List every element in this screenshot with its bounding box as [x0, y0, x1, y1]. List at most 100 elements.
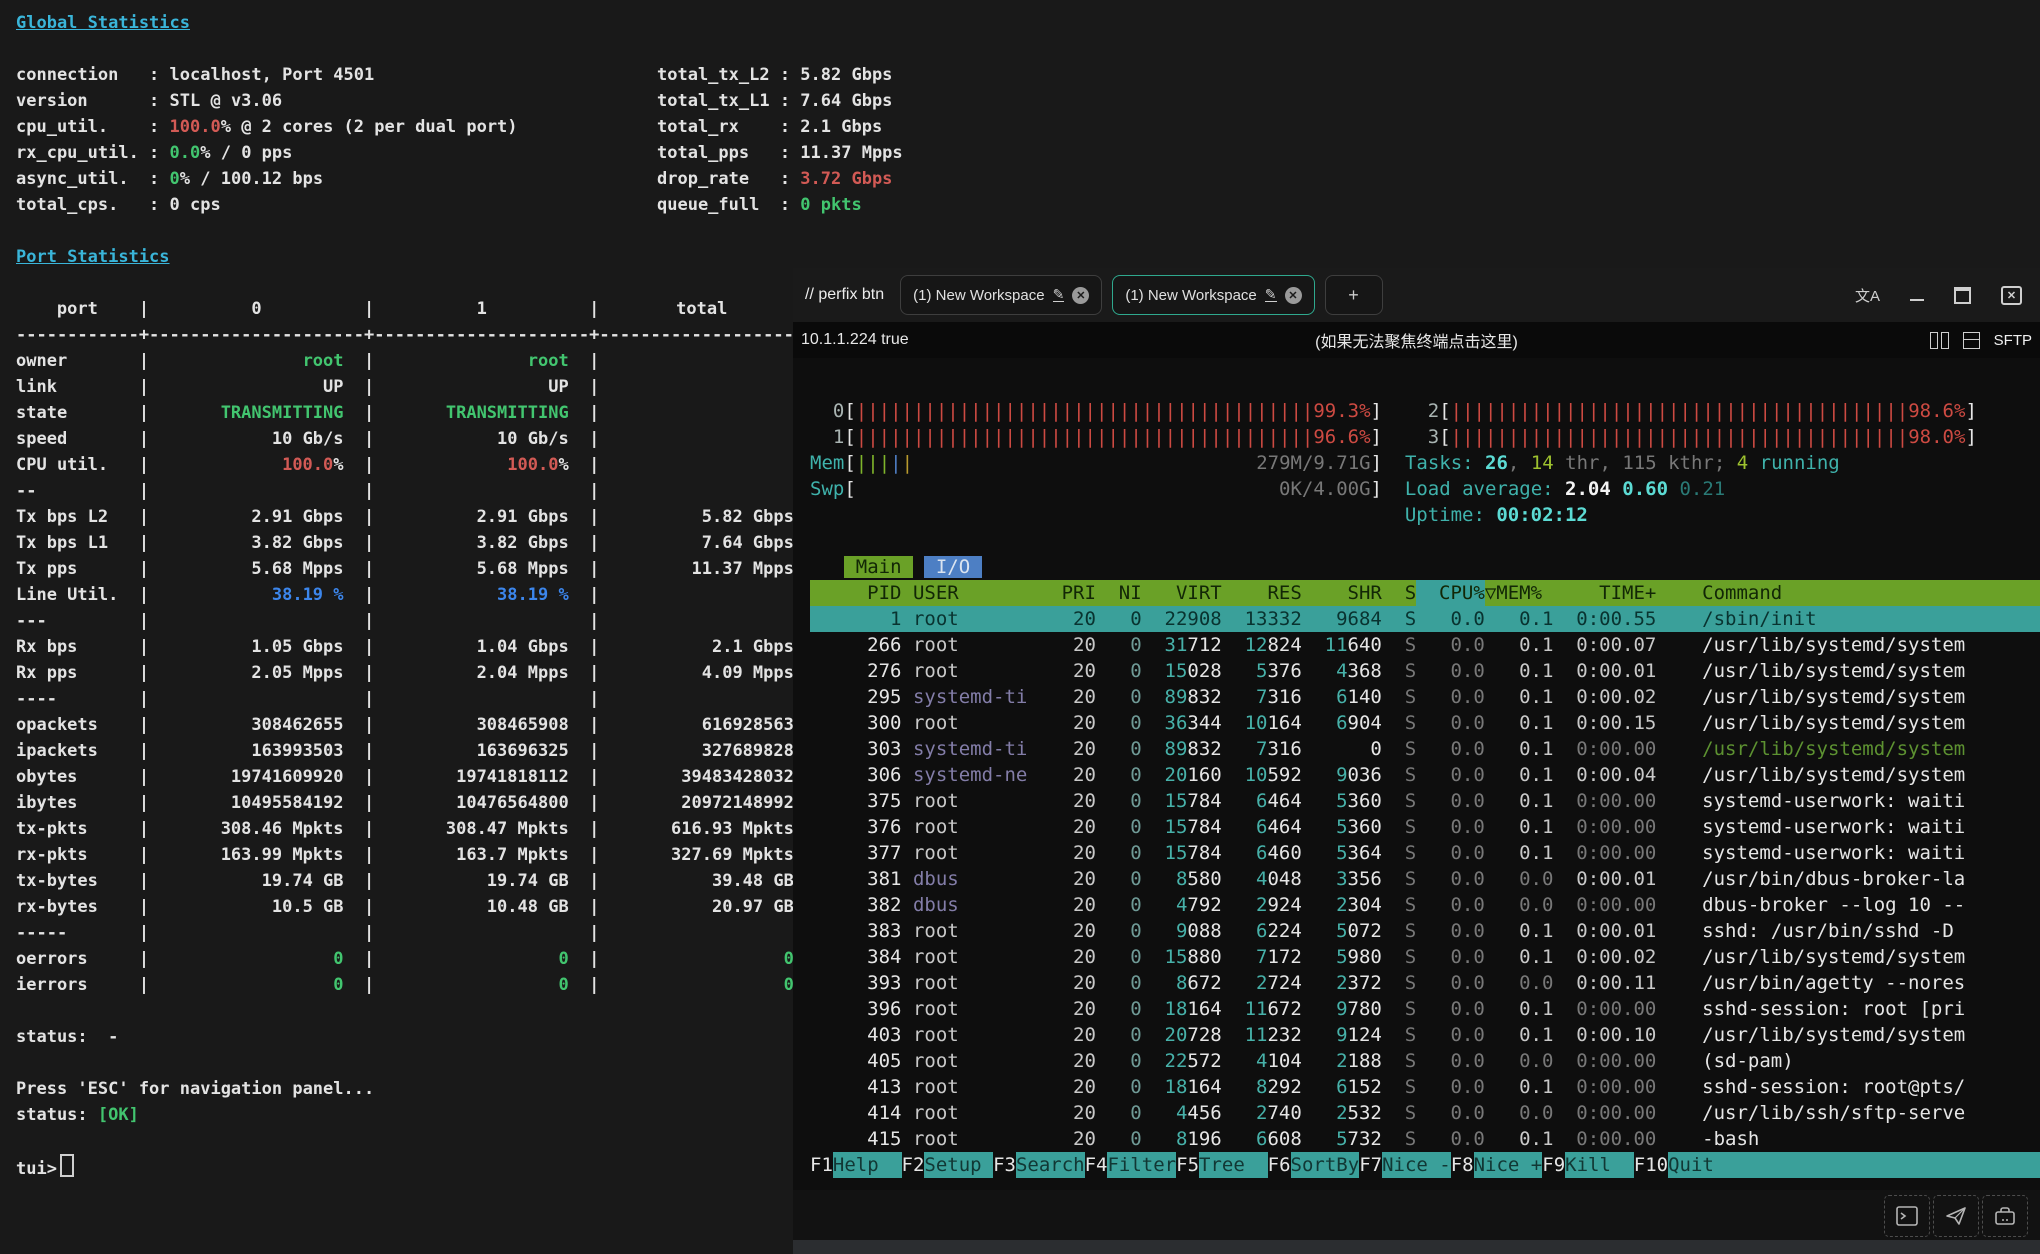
tui-line	[16, 218, 804, 244]
language-icon[interactable]: 文A	[1855, 285, 1880, 306]
tui-line	[16, 36, 804, 62]
process-row[interactable]: 403 root20020728112329124S0.00.10:00.10/…	[810, 1022, 2040, 1048]
tui-line	[16, 998, 804, 1024]
htop-tab-main[interactable]: Main	[844, 556, 913, 578]
process-row[interactable]: 393 root200867227242372S0.00.00:00.11/us…	[810, 970, 2040, 996]
workspace-tabs: (1) New Workspace✎✕(1) New Workspace✎✕	[900, 275, 1324, 315]
tui-line: opackets |308462655 |308465908 |61692856…	[16, 712, 804, 738]
process-row[interactable]: 376 root2001578464645360S0.00.10:00.00sy…	[810, 814, 2040, 840]
tui-line	[16, 1128, 804, 1154]
process-row[interactable]: 396 root20018164116729780S0.00.10:00.00s…	[810, 996, 2040, 1022]
close-icon[interactable]: ✕	[2001, 286, 2022, 305]
terminal-panel-button[interactable]	[1884, 1195, 1930, 1237]
process-row[interactable]: 303 systemd-ti2008983273160S0.00.10:00.0…	[810, 736, 2040, 762]
tui-line: ----- | | |	[16, 920, 804, 946]
tui-line: --- | | |	[16, 608, 804, 634]
htop-line: Main I/O	[810, 554, 2040, 580]
tui-line: rx-bytes |10.5 GB |10.48 GB |20.97 GB	[16, 894, 804, 920]
sftp-button[interactable]: SFTP	[1994, 332, 2032, 349]
maximize-icon[interactable]	[1954, 287, 1971, 304]
process-row[interactable]: 266 root200317121282411640S0.00.10:00.07…	[810, 632, 2040, 658]
tui-line: Tx pps |5.68 Mpps |5.68 Mpps |11.37 Mpps	[16, 556, 804, 582]
process-row[interactable]: 414 root200445627402532S0.00.00:00.00/us…	[810, 1100, 2040, 1126]
rename-tab-icon[interactable]: ✎	[1053, 288, 1065, 302]
terminal-window: // perfix btn (1) New Workspace✎✕(1) New…	[793, 268, 2040, 1254]
minimize-icon[interactable]	[1910, 299, 1924, 301]
fkey-F4[interactable]: F4Filter	[1085, 1152, 1177, 1178]
tui-line: total_tx_L1 : 7.64 Gbps	[657, 88, 903, 114]
tui-line: port|0|1|total	[16, 296, 804, 322]
fkey-F3[interactable]: F3Search	[993, 1152, 1085, 1178]
terminal-content-htop: 0[||||||||||||||||||||||||||||||||||||||…	[793, 358, 2040, 1190]
trex-console-pane: Global Statisticsconnection : localhost,…	[0, 0, 793, 1254]
fkey-F2[interactable]: F2Setup	[902, 1152, 994, 1178]
process-row[interactable]: 300 root20036344101646904S0.00.10:00.15/…	[810, 710, 2040, 736]
htop-tab-io[interactable]: I/O	[924, 556, 981, 578]
tui-line: queue_full : 0 pkts	[657, 192, 903, 218]
prefix-button-label: // perfix btn	[805, 286, 884, 304]
tui-line: Tx bps L2 |2.91 Gbps |2.91 Gbps |5.82 Gb…	[16, 504, 804, 530]
tui-line: owner |root |root |	[16, 348, 804, 374]
process-row[interactable]: 295 systemd-ti2008983273166140S0.00.10:0…	[810, 684, 2040, 710]
tui-line: Global Statistics	[16, 10, 804, 36]
tui-line: state |TRANSMITTING |TRANSMITTING |	[16, 400, 804, 426]
close-tab-icon[interactable]: ✕	[1072, 287, 1089, 304]
process-row[interactable]: 405 root2002257241042188S0.00.00:00.00(s…	[810, 1048, 2040, 1074]
tui-line: link |UP |UP |	[16, 374, 804, 400]
tui-line: Line Util. |38.19 % |38.19 % |	[16, 582, 804, 608]
htop-header-row[interactable]: PID USERPRINIVIRTRESSHRSCPU%▽MEM%TIME+Co…	[810, 580, 2040, 606]
terminal-footer	[793, 1190, 2040, 1240]
htop-line	[810, 528, 2040, 554]
focus-hint-label[interactable]: (如果无法聚焦终端点击这里)	[793, 328, 2040, 352]
terminal-tab-bar: // perfix btn (1) New Workspace✎✕(1) New…	[793, 268, 2040, 322]
fkey-F8[interactable]: F8Nice +	[1451, 1152, 1543, 1178]
fkey-F5[interactable]: F5Tree	[1176, 1152, 1268, 1178]
workspace-tab[interactable]: (1) New Workspace✎✕	[900, 275, 1102, 315]
htop-line: 0[||||||||||||||||||||||||||||||||||||||…	[810, 398, 2040, 424]
tui-line: speed |10 Gb/s |10 Gb/s |	[16, 426, 804, 452]
rename-tab-icon[interactable]: ✎	[1265, 288, 1277, 302]
send-button[interactable]	[1933, 1195, 1979, 1237]
tui-line: Press 'ESC' for navigation panel...	[16, 1076, 804, 1102]
process-row[interactable]: 383 root200908862245072S0.00.10:00.01ssh…	[810, 918, 2040, 944]
process-row[interactable]: 276 root2001502853764368S0.00.10:00.01/u…	[810, 658, 2040, 684]
process-row[interactable]: 384 root2001588071725980S0.00.10:00.02/u…	[810, 944, 2040, 970]
add-workspace-button[interactable]: +	[1325, 275, 1383, 315]
window-controls: 文A ✕	[1855, 285, 2022, 306]
bottom-strip	[793, 1240, 2040, 1254]
split-columns-icon[interactable]	[1930, 332, 1949, 349]
tui-line	[16, 270, 804, 296]
process-row[interactable]: 381 dbus200858040483356S0.00.00:00.01/us…	[810, 866, 2040, 892]
tui-line: Rx bps |1.05 Gbps |1.04 Gbps |2.1 Gbps	[16, 634, 804, 660]
tui-line: Rx pps |2.05 Mpps |2.04 Mpps |4.09 Mpps	[16, 660, 804, 686]
close-tab-icon[interactable]: ✕	[1285, 287, 1302, 304]
fkey-F7[interactable]: F7Nice -	[1359, 1152, 1451, 1178]
fkey-F6[interactable]: F6SortBy	[1268, 1152, 1360, 1178]
tui-line: ---- | | |	[16, 686, 804, 712]
process-row[interactable]: 1 root20022908133329684S0.00.10:00.55/sb…	[810, 606, 2040, 632]
workspace-tab-active[interactable]: (1) New Workspace✎✕	[1112, 275, 1314, 315]
tui-line: ipackets |163993503 |163696325 |32768982…	[16, 738, 804, 764]
tui-line: Port Statistics	[16, 244, 804, 270]
process-row[interactable]: 375 root2001578464645360S0.00.10:00.00sy…	[810, 788, 2040, 814]
process-row[interactable]: 413 root2001816482926152S0.00.10:00.00ss…	[810, 1074, 2040, 1100]
process-row[interactable]: 415 root200819666085732S0.00.10:00.00-ba…	[810, 1126, 2040, 1152]
fkey-F9[interactable]: F9Kill	[1542, 1152, 1634, 1178]
process-row[interactable]: 377 root2001578464605364S0.00.10:00.00sy…	[810, 840, 2040, 866]
text-cursor[interactable]	[60, 1154, 74, 1177]
tui-line: oerrors |0 |0 |0	[16, 946, 804, 972]
toolbox-icon	[1994, 1206, 2016, 1226]
tui-line: -- | | |	[16, 478, 804, 504]
tui-line: Tx bps L1 |3.82 Gbps |3.82 Gbps |7.64 Gb…	[16, 530, 804, 556]
tui-line: tx-pkts |308.46 Mpkts |308.47 Mpkts |616…	[16, 816, 804, 842]
process-row[interactable]: 382 dbus200479229242304S0.00.00:00.00dbu…	[810, 892, 2040, 918]
split-rows-icon[interactable]	[1963, 332, 1980, 349]
fkey-F1[interactable]: F1Help	[810, 1152, 902, 1178]
process-row[interactable]: 306 systemd-ne20020160105929036S0.00.10:…	[810, 762, 2040, 788]
toolbox-button[interactable]	[1982, 1195, 2028, 1237]
global-stats-right-column: total_tx_L2 : 5.82 Gbpstotal_tx_L1 : 7.6…	[657, 62, 903, 218]
fkey-F10[interactable]: F10Quit	[1634, 1152, 2040, 1178]
paper-plane-icon	[1945, 1206, 1967, 1226]
tui-line: tui>	[16, 1154, 804, 1180]
tui-line	[16, 1050, 804, 1076]
